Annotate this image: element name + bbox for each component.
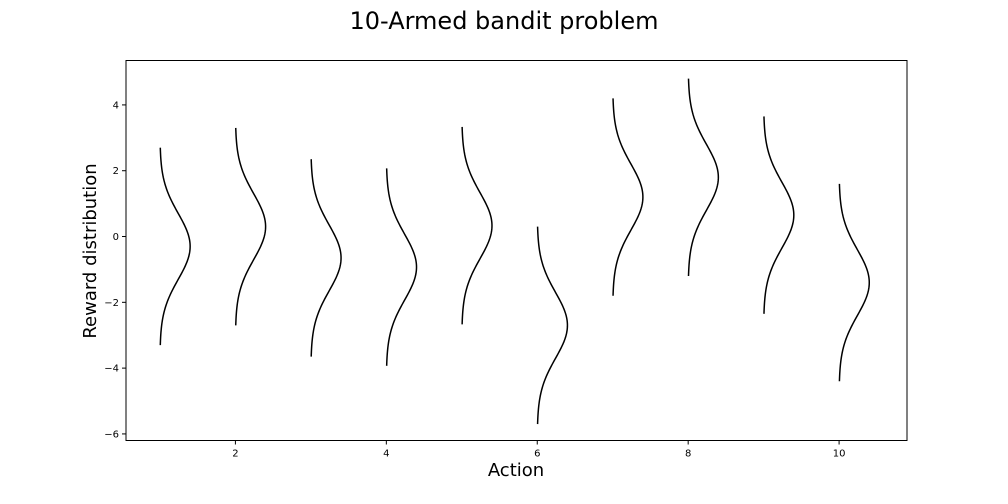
x-tick-label-2: 2 xyxy=(232,449,238,460)
x-axis: 2 4 6 8 10 xyxy=(232,440,846,460)
x-tick-label-8: 8 xyxy=(685,449,691,460)
reward-curve-action-4 xyxy=(385,168,418,366)
y-tick-label--2: −2 xyxy=(104,298,119,309)
x-tick-label-4: 4 xyxy=(383,449,389,460)
x-tick-label-10: 10 xyxy=(833,449,846,460)
distribution-curves xyxy=(159,78,871,425)
y-tick-label--4: −4 xyxy=(104,364,119,375)
reward-curve-action-10 xyxy=(838,183,871,382)
reward-curve-action-9 xyxy=(763,116,795,314)
reward-curve-action-6 xyxy=(536,226,569,425)
reward-curve-action-8 xyxy=(687,78,720,277)
x-axis-label: Action xyxy=(488,460,544,481)
x-tick-label-6: 6 xyxy=(534,449,540,460)
y-tick-label-4: 4 xyxy=(113,100,119,111)
y-tick-label-2: 2 xyxy=(113,166,119,177)
y-axis: −6 −4 −2 0 2 4 xyxy=(104,100,126,440)
y-tick-label-0: 0 xyxy=(113,232,119,243)
plot-frame xyxy=(125,60,908,441)
reward-curve-action-2 xyxy=(235,127,267,326)
chart-title: 10-Armed bandit problem xyxy=(350,7,659,35)
reward-curve-action-7 xyxy=(612,98,644,296)
reward-curve-action-5 xyxy=(461,126,493,325)
y-tick-label--6: −6 xyxy=(104,429,119,440)
reward-curve-action-1 xyxy=(159,147,191,346)
y-axis-label: Reward distribution xyxy=(80,163,101,338)
reward-curve-action-3 xyxy=(310,159,342,357)
